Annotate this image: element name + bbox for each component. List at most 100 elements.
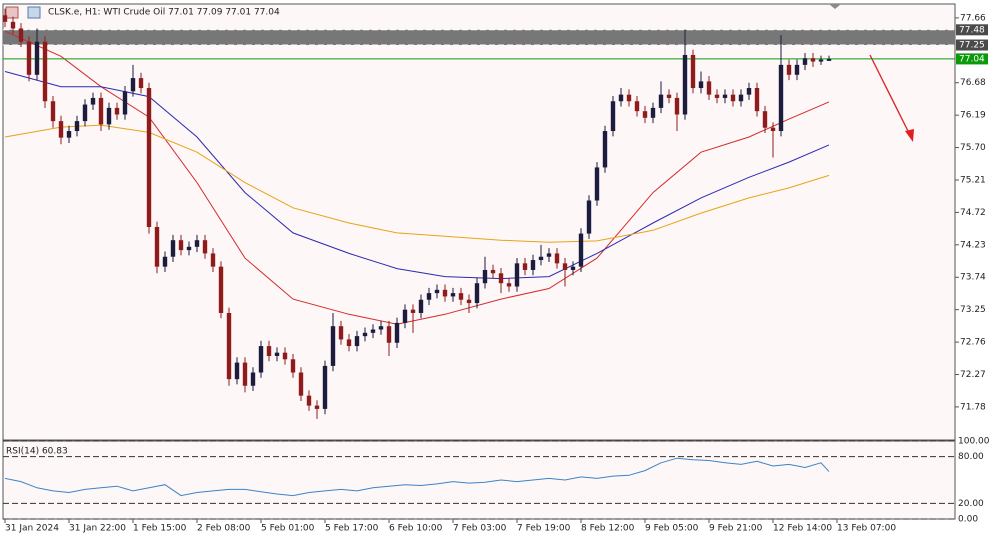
- candle-body: [194, 240, 200, 247]
- candle-body: [162, 256, 168, 267]
- candle-body: [610, 101, 616, 132]
- candle-body: [554, 253, 560, 264]
- rsi-tick-label: 20.00: [958, 499, 984, 509]
- price-label-box: [956, 53, 988, 65]
- candle-body: [74, 121, 80, 132]
- candle-body: [506, 283, 512, 287]
- candle-body: [530, 260, 536, 270]
- candle-body: [674, 97, 680, 115]
- rsi-line: [4, 457, 830, 497]
- menu-icon[interactable]: [5, 6, 19, 19]
- candle-body: [714, 94, 720, 98]
- candle-body: [154, 226, 160, 267]
- candle-body: [458, 293, 464, 300]
- candle-body: [802, 58, 808, 65]
- candle-body: [762, 111, 768, 128]
- candle-body: [778, 64, 784, 132]
- candle-body: [546, 253, 552, 257]
- candle-body: [346, 339, 352, 347]
- candle-body: [522, 263, 528, 270]
- rsi-tick-label: 0.00: [958, 515, 978, 525]
- x-tick-label: 31 Jan 22:00: [69, 524, 126, 534]
- chart-title: CLSK.e, H1: WTI Crude Oil 77.01 77.09 77…: [48, 8, 280, 18]
- main-pane: [2, 3, 956, 441]
- candle-body: [394, 322, 400, 343]
- candle-body: [202, 240, 208, 254]
- candle-body: [330, 326, 336, 366]
- x-tick-label: 2 Feb 08:00: [197, 524, 251, 534]
- candle-body: [10, 21, 16, 29]
- x-tick-label: 13 Feb 07:00: [837, 524, 896, 534]
- x-tick-label: 7 Feb 03:00: [453, 524, 507, 534]
- candle-body: [562, 263, 568, 270]
- price-label-box: [956, 24, 988, 36]
- candle-body: [298, 372, 304, 396]
- x-tick-label: 12 Feb 14:00: [773, 524, 832, 534]
- candle-body: [90, 97, 96, 105]
- y-tick-label: 77.66: [960, 13, 986, 23]
- y-tick-label: 72.76: [960, 338, 986, 348]
- candle-body: [410, 309, 416, 313]
- candle-body: [826, 58, 832, 61]
- zone: [3, 29, 955, 46]
- candle-body: [490, 269, 496, 274]
- chart-icon[interactable]: [27, 6, 41, 19]
- candle-body: [682, 54, 688, 115]
- candle-body: [434, 289, 440, 294]
- candle-body: [114, 107, 120, 115]
- candle-body: [474, 283, 480, 304]
- candle-body: [362, 332, 368, 337]
- y-tick-label: 75.70: [960, 143, 986, 153]
- candle-body: [626, 94, 632, 102]
- candle-body: [514, 263, 520, 287]
- candle-body: [810, 58, 816, 62]
- candle-body: [226, 312, 232, 380]
- candle-body: [234, 362, 240, 380]
- price-label: 77.25: [959, 41, 985, 51]
- y-tick-label: 73.25: [960, 305, 986, 315]
- candle-body: [2, 15, 8, 22]
- x-tick-label: 9 Feb 05:00: [645, 524, 699, 534]
- arrow-head: [905, 129, 914, 142]
- candle-body: [258, 346, 264, 373]
- candle-body: [210, 253, 216, 267]
- candle-body: [426, 293, 432, 300]
- candle-body: [82, 104, 88, 122]
- candle-body: [338, 326, 344, 340]
- candle-body: [122, 91, 128, 115]
- candle-body: [498, 273, 504, 284]
- candle-body: [170, 240, 176, 257]
- candle-body: [602, 131, 608, 168]
- rsi-pane: [2, 440, 956, 520]
- x-tick-label: 8 Feb 12:00: [581, 524, 635, 534]
- candle-body: [818, 59, 824, 62]
- y-tick-label: 74.72: [960, 208, 986, 218]
- y-tick-label: 75.21: [960, 175, 986, 185]
- shift-marker: [829, 4, 841, 9]
- candle-body: [322, 365, 328, 409]
- candle-body: [402, 309, 408, 323]
- x-tick-label: 5 Feb 01:00: [261, 524, 315, 534]
- candle-body: [658, 94, 664, 108]
- candle-body: [146, 88, 152, 227]
- y-tick-label: 71.78: [960, 402, 986, 412]
- candle-body: [290, 359, 296, 373]
- moving-average: [4, 124, 830, 243]
- candle-body: [666, 94, 672, 98]
- x-tick-label: 31 Jan 2024: [5, 524, 59, 534]
- candle-body: [370, 329, 376, 333]
- candle-body: [450, 293, 456, 297]
- arrow-line: [869, 54, 911, 136]
- candle-body: [570, 266, 576, 270]
- candle-body: [266, 346, 272, 356]
- candle-body: [306, 395, 312, 406]
- candle-body: [282, 352, 288, 360]
- y-tick-label: 76.19: [960, 111, 986, 121]
- candle-body: [746, 88, 752, 95]
- x-tick-label: 1 Feb 15:00: [133, 524, 187, 534]
- candle-body: [650, 107, 656, 118]
- candle-body: [218, 266, 224, 313]
- candle-body: [418, 299, 424, 313]
- candle-body: [698, 81, 704, 89]
